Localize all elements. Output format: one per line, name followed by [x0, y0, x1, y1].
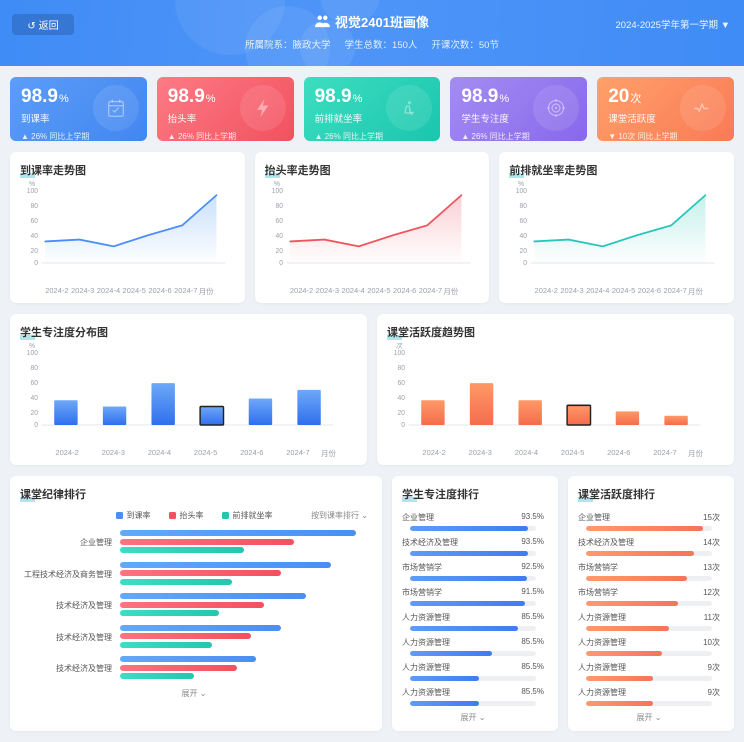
svg-text:0: 0 — [279, 259, 283, 267]
svg-text:100: 100 — [27, 349, 38, 357]
svg-text:80: 80 — [520, 202, 528, 210]
svg-text:60: 60 — [397, 379, 405, 387]
svg-text:100: 100 — [516, 187, 527, 195]
svg-text:40: 40 — [520, 232, 528, 240]
svg-text:60: 60 — [30, 379, 38, 387]
svg-text:40: 40 — [275, 232, 283, 240]
svg-text:80: 80 — [397, 364, 405, 372]
svg-text:0: 0 — [34, 259, 38, 267]
svg-text:100: 100 — [271, 187, 282, 195]
svg-text:20: 20 — [30, 409, 38, 417]
svg-text:80: 80 — [30, 364, 38, 372]
svg-text:40: 40 — [30, 394, 38, 402]
svg-text:20: 20 — [275, 247, 283, 255]
svg-text:80: 80 — [275, 202, 283, 210]
svg-text:0: 0 — [524, 259, 528, 267]
svg-text:100: 100 — [27, 187, 38, 195]
svg-text:60: 60 — [31, 217, 39, 225]
svg-text:40: 40 — [31, 232, 39, 240]
svg-text:0: 0 — [34, 421, 38, 429]
svg-text:40: 40 — [397, 394, 405, 402]
svg-text:20: 20 — [31, 247, 39, 255]
svg-text:20: 20 — [397, 409, 405, 417]
svg-text:80: 80 — [31, 202, 39, 210]
svg-text:100: 100 — [394, 349, 405, 357]
svg-text:60: 60 — [275, 217, 283, 225]
svg-text:20: 20 — [520, 247, 528, 255]
svg-text:0: 0 — [401, 421, 405, 429]
svg-text:60: 60 — [520, 217, 528, 225]
